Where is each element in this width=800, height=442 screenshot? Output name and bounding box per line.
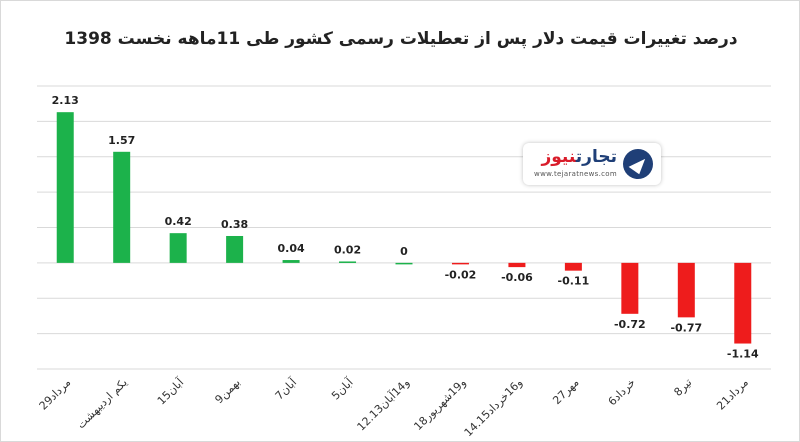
tick-label: یکم اردیبهشت bbox=[74, 376, 129, 431]
tick-label: 21مرداد bbox=[714, 376, 751, 413]
tick-label: 15آبان bbox=[154, 375, 187, 408]
data-label: 1.57 bbox=[108, 134, 135, 147]
bar bbox=[339, 261, 357, 263]
bar bbox=[56, 112, 74, 263]
logo-name-part2: نیوز bbox=[541, 147, 576, 167]
bar bbox=[508, 262, 526, 268]
data-label: -0.77 bbox=[670, 321, 702, 334]
bar bbox=[564, 262, 582, 271]
data-label: 0.02 bbox=[334, 243, 361, 256]
tick-label: 12.13و14آبان bbox=[354, 375, 412, 433]
bar bbox=[395, 262, 413, 265]
data-label: -1.14 bbox=[727, 348, 759, 361]
tick-label: 6خرداد bbox=[606, 376, 638, 408]
data-label: 0.38 bbox=[221, 218, 248, 231]
data-label: -0.06 bbox=[501, 271, 533, 284]
bar bbox=[113, 151, 131, 263]
chart-title: درصد تغییرات قیمت دلار پس از تعطیلات رسم… bbox=[64, 29, 738, 49]
data-label: 0 bbox=[400, 245, 408, 258]
tick-label: 14.15و16خرداد bbox=[462, 376, 525, 439]
bar bbox=[621, 262, 639, 314]
bar bbox=[282, 260, 300, 263]
bar bbox=[226, 235, 244, 263]
data-label: -0.72 bbox=[614, 318, 646, 331]
bar bbox=[169, 233, 187, 263]
tick-label: 18و19شهریور bbox=[411, 376, 468, 433]
logo-name-part1: تجارت bbox=[575, 147, 617, 167]
tick-label: 29مرداد bbox=[37, 376, 74, 413]
bar bbox=[451, 262, 469, 265]
data-label: -0.11 bbox=[558, 275, 590, 288]
tick-label: 5آبان bbox=[328, 375, 356, 403]
data-label: 0.42 bbox=[165, 215, 192, 228]
data-label: -0.02 bbox=[445, 268, 477, 281]
logo-url: www.tejaratnews.com bbox=[534, 170, 617, 178]
tick-label: 9بهمن bbox=[212, 376, 242, 406]
logo-name: تجارتنیوز bbox=[541, 147, 617, 167]
data-label: 0.04 bbox=[278, 242, 305, 255]
tick-label: 27مهر bbox=[550, 376, 581, 407]
bar bbox=[677, 262, 695, 318]
data-label: 2.13 bbox=[52, 94, 79, 107]
tick-label: 8تیر bbox=[671, 376, 694, 399]
bar bbox=[734, 262, 752, 344]
tick-label: 7آبان bbox=[272, 375, 300, 403]
tejarat-news-logo: تجارتنیوز www.tejaratnews.com bbox=[523, 143, 661, 185]
arrow-compass-icon bbox=[623, 149, 653, 179]
